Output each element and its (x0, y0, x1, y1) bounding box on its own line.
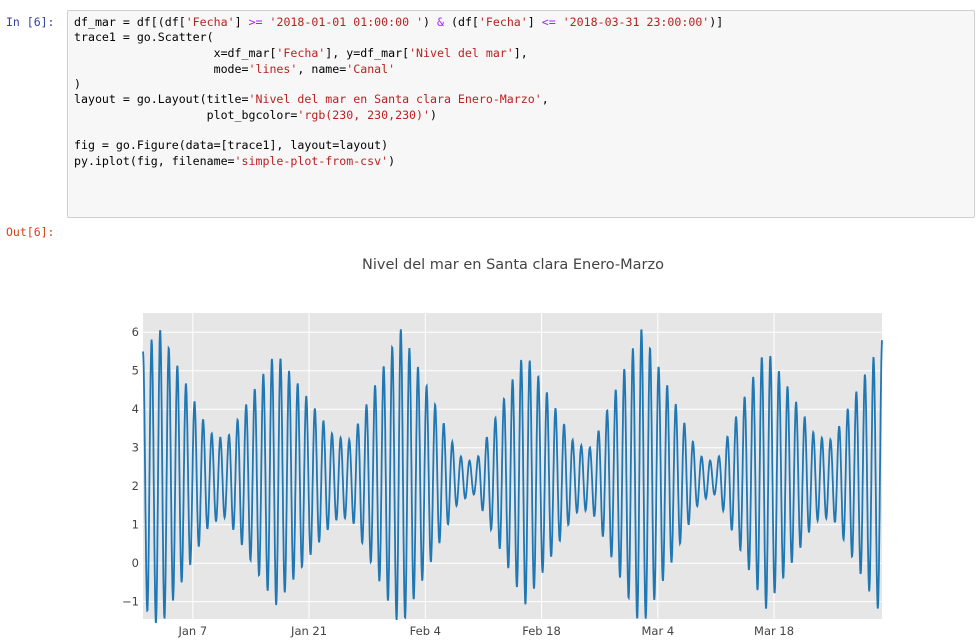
y-tick-label: 4 (132, 402, 139, 416)
series-line-canal[interactable] (142, 329, 883, 624)
code-line-2: trace1 = go.Scatter( (74, 30, 214, 44)
output-prompt: Out[6]: (6, 225, 55, 239)
y-tick-label: 5 (132, 364, 139, 378)
x-tick-label: Mar 4 (641, 624, 674, 638)
y-tick-label: 6 (132, 325, 139, 339)
x-tick-label: Feb 18 (522, 624, 561, 638)
x-tick-label: Jan 21 (290, 624, 327, 638)
code-line-9: fig = go.Figure(data=[trace1], layout=la… (74, 138, 389, 152)
x-tick-label: Feb 4 (410, 624, 441, 638)
chart-title: Nivel del mar en Santa clara Enero-Marzo (362, 257, 664, 273)
input-prompt: In [6]: (6, 15, 55, 29)
code-line-10: py.iplot(fig, filename='simple-plot-from… (74, 154, 396, 168)
code-cell-input[interactable]: df_mar = df[(df['Fecha'] >= '2018-01-01 … (67, 10, 975, 218)
chart-svg: Nivel del mar en Santa clara Enero-Marzo… (122, 257, 883, 638)
code-line-3: x=df_mar['Fecha'], y=df_mar['Nivel del m… (74, 46, 528, 60)
y-tick-label: 0 (132, 556, 139, 570)
y-tick-label: 3 (132, 441, 139, 455)
plotly-chart: Nivel del mar en Santa clara Enero-Marzo… (0, 240, 979, 639)
code-line-5: ) (74, 77, 81, 91)
y-axis-tick-labels: −1 0 1 2 3 4 5 6 (122, 325, 139, 608)
y-tick-label: −1 (122, 595, 139, 609)
y-tick-label: 1 (132, 518, 139, 532)
x-tick-label: Mar 18 (754, 624, 794, 638)
series-canal[interactable] (142, 329, 883, 624)
code-line-6: layout = go.Layout(title='Nivel del mar … (74, 92, 549, 106)
x-axis-tick-labels: Jan 7 Jan 21 Feb 4 Feb 18 Mar 4 Mar 18 (177, 624, 794, 638)
y-tick-label: 2 (132, 479, 139, 493)
code-line-7: plot_bgcolor='rgb(230, 230,230)') (74, 108, 437, 122)
x-tick-label: Jan 7 (177, 624, 207, 638)
code-line-4: mode='lines', name='Canal' (74, 62, 396, 76)
code-line-1: df_mar = df[(df['Fecha'] >= '2018-01-01 … (74, 15, 724, 29)
